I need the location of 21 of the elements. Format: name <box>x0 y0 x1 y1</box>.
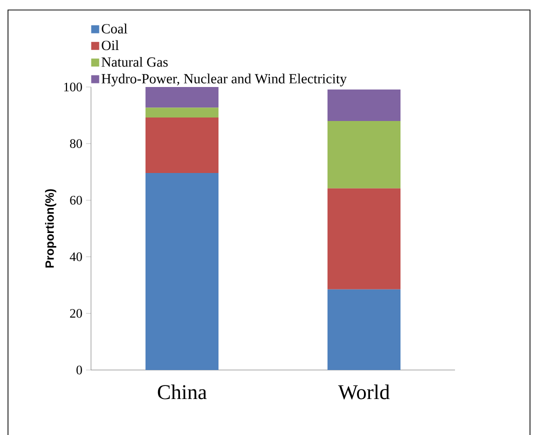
legend-label: Coal <box>102 24 128 34</box>
y-tick-label: 100 <box>64 82 82 92</box>
bar <box>146 118 218 174</box>
bar <box>328 188 401 290</box>
bar <box>146 108 218 118</box>
y-tick-label: 20 <box>70 309 82 318</box>
y-tick-label: 40 <box>70 252 82 262</box>
bar <box>328 289 401 370</box>
y-tick-label: 60 <box>70 196 82 205</box>
legend-label: Hydro-Power, Nuclear and Wind Electricity <box>102 74 347 86</box>
legend-label: Oil <box>102 40 119 50</box>
bar <box>328 120 401 188</box>
y-tick-label: 0 <box>76 366 82 374</box>
x-tick-label: China <box>158 384 207 400</box>
x-tick-label: World <box>338 384 390 400</box>
bar <box>146 86 218 108</box>
legend-label: Natural Gas <box>102 56 168 67</box>
bar <box>146 173 218 370</box>
y-axis-title: Proportion(%) <box>45 189 56 268</box>
bar <box>328 90 401 121</box>
y-tick-label: 80 <box>70 139 82 148</box>
